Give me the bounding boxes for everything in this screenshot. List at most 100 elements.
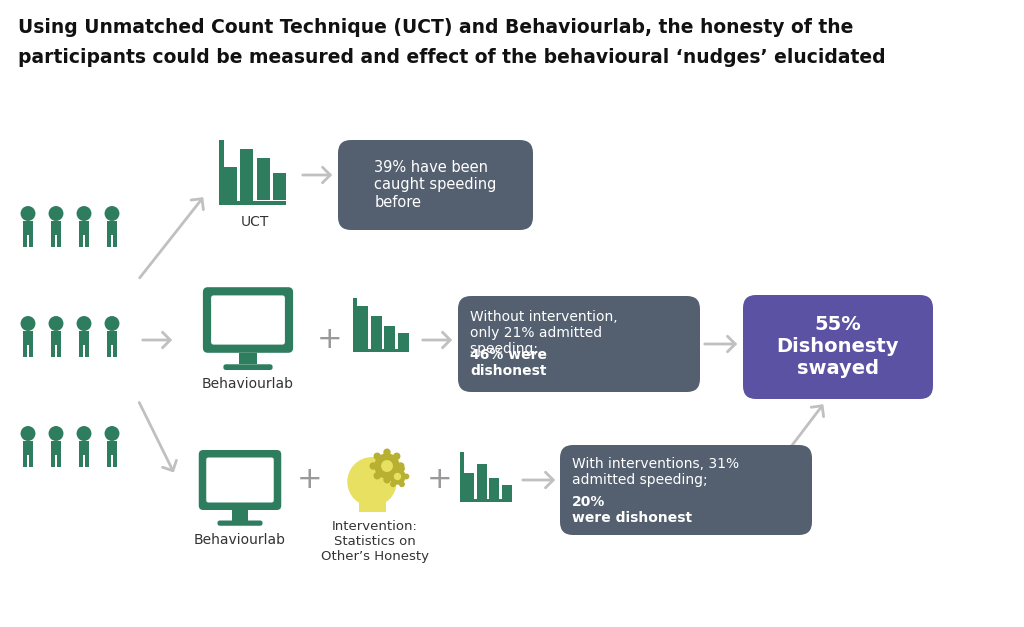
Text: 46% were
dishonest: 46% were dishonest: [470, 348, 547, 378]
Bar: [85, 455, 89, 466]
Bar: [106, 331, 118, 344]
Text: Intervention:
Statistics on
Other’s Honesty: Intervention: Statistics on Other’s Hone…: [321, 520, 429, 563]
Circle shape: [397, 463, 403, 469]
Circle shape: [49, 427, 62, 440]
Circle shape: [394, 453, 399, 459]
Bar: [23, 344, 27, 357]
Text: Without intervention,
only 21% admitted
speeding;: Without intervention, only 21% admitted …: [470, 310, 617, 356]
Circle shape: [22, 427, 35, 440]
Bar: [51, 344, 55, 357]
Text: With interventions, 31%
admitted speeding;: With interventions, 31% admitted speedin…: [572, 457, 739, 487]
Bar: [502, 485, 512, 498]
Circle shape: [77, 427, 91, 440]
Bar: [219, 201, 287, 205]
FancyBboxPatch shape: [223, 364, 272, 370]
Bar: [23, 441, 33, 455]
Bar: [358, 500, 385, 512]
Circle shape: [371, 463, 376, 469]
Text: +: +: [317, 325, 343, 354]
Bar: [23, 455, 27, 466]
Bar: [356, 305, 368, 349]
Circle shape: [22, 207, 35, 220]
Bar: [489, 478, 500, 498]
Text: +: +: [427, 465, 453, 495]
Bar: [29, 455, 33, 466]
Text: UCT: UCT: [241, 215, 269, 229]
Bar: [57, 344, 61, 357]
FancyBboxPatch shape: [199, 450, 282, 510]
Bar: [85, 234, 89, 246]
Bar: [57, 455, 61, 466]
Bar: [79, 234, 83, 246]
Bar: [106, 234, 111, 246]
Bar: [79, 331, 89, 344]
Circle shape: [374, 453, 380, 459]
Bar: [79, 221, 89, 234]
Circle shape: [391, 466, 395, 471]
FancyBboxPatch shape: [206, 458, 273, 502]
Circle shape: [105, 207, 119, 220]
Bar: [57, 234, 61, 246]
Bar: [239, 353, 257, 364]
Text: Behaviourlab: Behaviourlab: [194, 533, 286, 547]
Bar: [29, 344, 33, 357]
Text: 55%
Dishonesty
swayed: 55% Dishonesty swayed: [777, 315, 899, 379]
Bar: [51, 455, 55, 466]
Bar: [51, 331, 61, 344]
FancyBboxPatch shape: [203, 287, 293, 353]
Bar: [241, 149, 253, 201]
Circle shape: [391, 482, 395, 487]
Text: 20%
were dishonest: 20% were dishonest: [572, 495, 692, 525]
Bar: [353, 298, 356, 352]
Circle shape: [374, 473, 380, 479]
FancyBboxPatch shape: [458, 296, 700, 392]
Bar: [113, 234, 118, 246]
Text: Using Unmatched Count Technique (UCT) and Behaviourlab, the honesty of the: Using Unmatched Count Technique (UCT) an…: [18, 18, 853, 37]
Circle shape: [384, 449, 390, 455]
Bar: [106, 221, 118, 234]
Bar: [384, 326, 395, 349]
Bar: [461, 452, 464, 502]
Text: Behaviourlab: Behaviourlab: [202, 377, 294, 391]
FancyBboxPatch shape: [743, 295, 933, 399]
Bar: [106, 455, 111, 466]
Circle shape: [394, 473, 400, 480]
Circle shape: [375, 454, 399, 478]
Circle shape: [399, 466, 404, 471]
FancyBboxPatch shape: [217, 520, 262, 526]
Bar: [51, 234, 55, 246]
Circle shape: [404, 474, 409, 479]
Circle shape: [22, 317, 35, 330]
FancyBboxPatch shape: [338, 140, 534, 230]
Text: +: +: [297, 465, 323, 495]
Circle shape: [399, 482, 404, 487]
Bar: [51, 221, 61, 234]
Circle shape: [386, 474, 391, 479]
Bar: [79, 455, 83, 466]
Circle shape: [49, 207, 62, 220]
Circle shape: [348, 458, 396, 506]
Bar: [79, 441, 89, 455]
Bar: [79, 344, 83, 357]
Circle shape: [394, 473, 399, 479]
Circle shape: [49, 317, 62, 330]
Bar: [371, 316, 382, 349]
Circle shape: [384, 477, 390, 483]
Circle shape: [77, 317, 91, 330]
Circle shape: [390, 469, 406, 484]
Circle shape: [77, 207, 91, 220]
Bar: [223, 167, 237, 201]
Bar: [219, 140, 223, 205]
Circle shape: [382, 461, 392, 472]
Bar: [461, 498, 512, 502]
Bar: [353, 349, 410, 352]
Bar: [23, 331, 33, 344]
Bar: [464, 473, 474, 498]
Bar: [106, 441, 118, 455]
Bar: [476, 464, 486, 498]
Bar: [29, 234, 33, 246]
Bar: [23, 221, 33, 234]
Bar: [23, 234, 27, 246]
Bar: [113, 455, 118, 466]
Circle shape: [105, 317, 119, 330]
